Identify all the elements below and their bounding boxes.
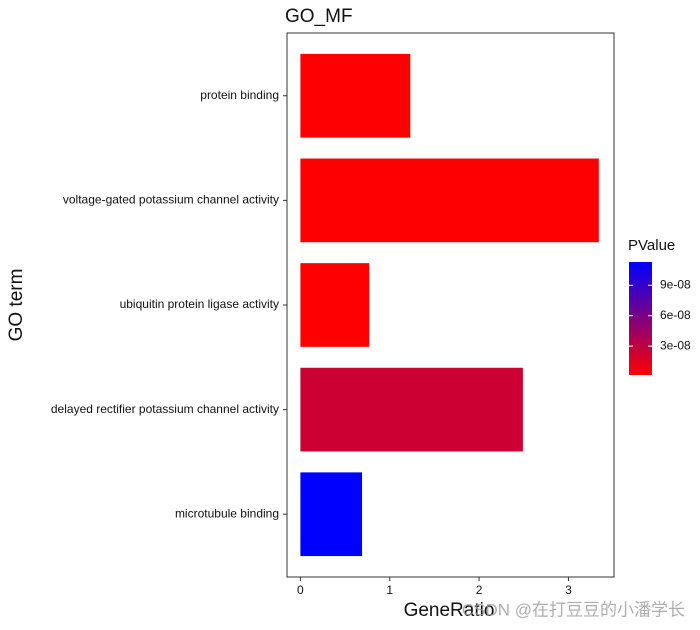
x-axis-label: GeneRatio xyxy=(404,600,495,621)
chart-title: GO_MF xyxy=(285,6,353,27)
y-axis-label: GO term xyxy=(6,269,27,342)
color-tick-label: 9e-08 xyxy=(660,277,691,291)
x-tick-label: 3 xyxy=(565,583,572,597)
x-tick-label: 0 xyxy=(297,583,304,597)
color-tick-label: 3e-08 xyxy=(660,338,691,352)
x-tick-label: 2 xyxy=(476,583,483,597)
bar xyxy=(300,53,411,138)
x-tick-label: 1 xyxy=(386,583,393,597)
y-tick-label: microtubule binding xyxy=(175,506,279,520)
y-tick-label: voltage-gated potassium channel activity xyxy=(63,193,279,207)
legend-title: PValue xyxy=(628,237,675,254)
bar xyxy=(300,367,523,452)
color-tick-label: 6e-08 xyxy=(660,308,691,322)
watermark: CSDN @在打豆豆的小潘学长 xyxy=(462,600,685,619)
bar xyxy=(300,263,370,347)
y-tick-label: protein binding xyxy=(200,88,279,102)
y-tick-label: ubiquitin protein ligase activity xyxy=(120,297,279,311)
color-bar xyxy=(629,262,652,375)
bar xyxy=(300,158,599,243)
y-tick-label: delayed rectifier potassium channel acti… xyxy=(51,402,279,416)
bar xyxy=(300,472,363,557)
